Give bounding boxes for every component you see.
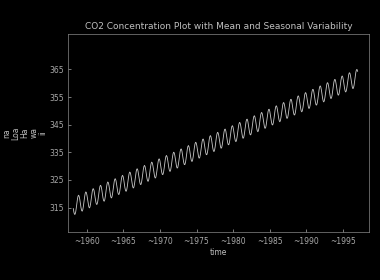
Y-axis label: CO2
Conc
(ppm)
Mau
na
Loa
Ha
wa
ii: CO2 Conc (ppm) Mau na Loa Ha wa ii [0,122,48,144]
X-axis label: time: time [210,248,227,257]
Title: CO2 Concentration Plot with Mean and Seasonal Variability: CO2 Concentration Plot with Mean and Sea… [85,22,352,31]
